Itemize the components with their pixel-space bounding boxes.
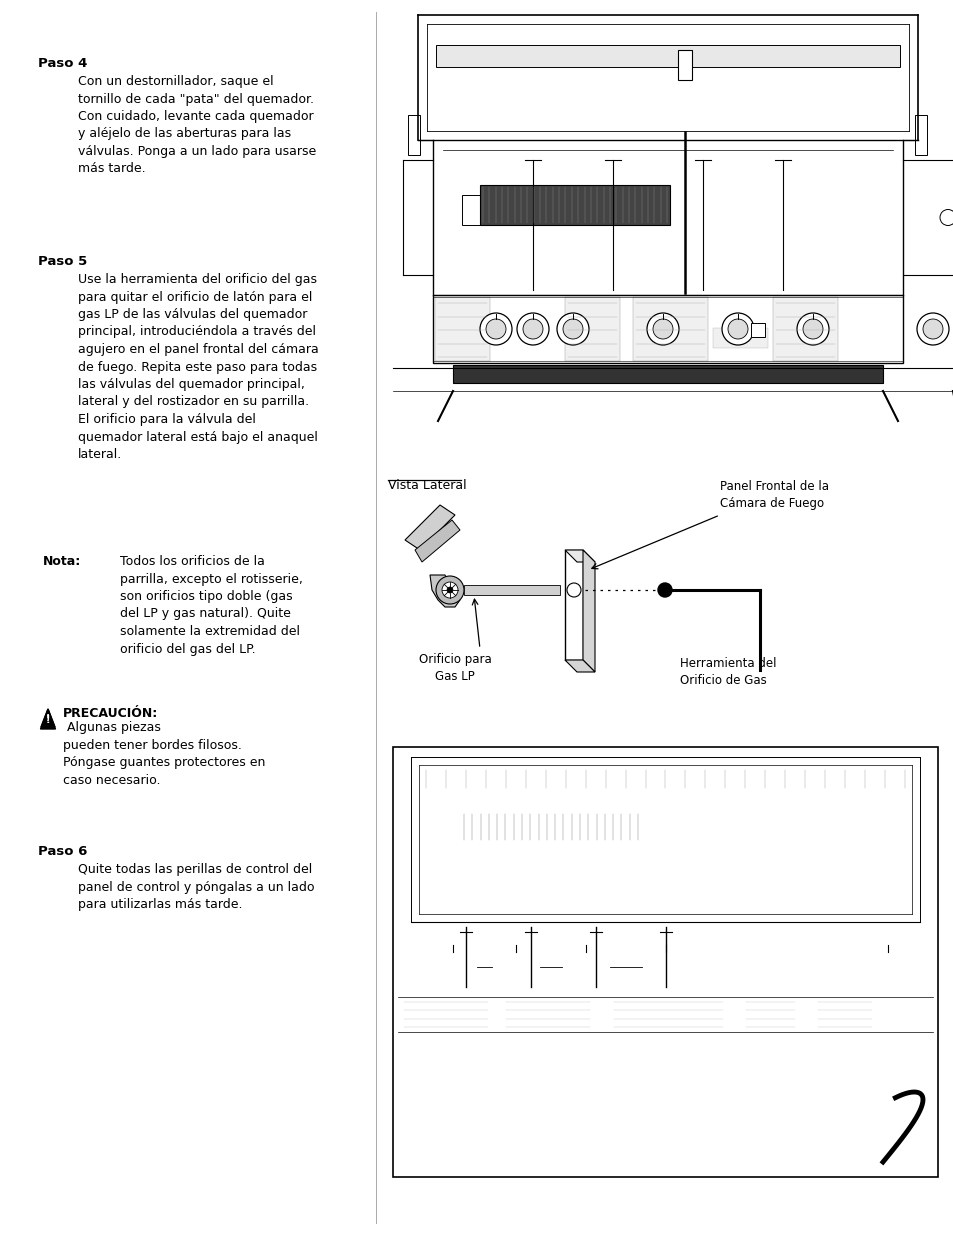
Circle shape <box>923 319 942 338</box>
Bar <box>463 585 559 595</box>
Bar <box>408 115 419 156</box>
Circle shape <box>522 319 542 338</box>
Circle shape <box>650 952 680 982</box>
Polygon shape <box>564 659 595 672</box>
Circle shape <box>429 944 476 990</box>
Circle shape <box>918 953 934 969</box>
Text: !: ! <box>46 714 50 724</box>
Circle shape <box>447 587 453 593</box>
Circle shape <box>485 319 505 338</box>
Polygon shape <box>430 576 459 606</box>
Circle shape <box>863 944 911 990</box>
Bar <box>712 329 767 348</box>
Circle shape <box>571 952 600 982</box>
Bar <box>727 1010 740 1023</box>
Circle shape <box>443 1005 461 1024</box>
Circle shape <box>779 1005 796 1024</box>
Bar <box>422 769 907 789</box>
Text: Paso 4: Paso 4 <box>38 57 88 70</box>
Bar <box>433 295 902 363</box>
Bar <box>750 324 764 337</box>
Circle shape <box>840 999 869 1030</box>
Circle shape <box>845 1005 863 1024</box>
Circle shape <box>646 312 679 345</box>
Circle shape <box>802 319 822 338</box>
Bar <box>564 550 582 659</box>
Circle shape <box>727 319 747 338</box>
Bar <box>702 1009 732 1024</box>
Bar <box>633 296 707 361</box>
Text: Paso 5: Paso 5 <box>38 254 87 268</box>
Bar <box>461 195 479 225</box>
Bar <box>428 1123 772 1152</box>
Bar <box>502 999 593 1030</box>
Polygon shape <box>415 520 459 562</box>
Bar <box>428 1123 772 1152</box>
Bar <box>453 366 882 383</box>
Circle shape <box>872 952 902 982</box>
Bar <box>440 814 460 842</box>
Bar <box>393 747 937 1177</box>
Polygon shape <box>40 709 55 729</box>
Circle shape <box>557 312 588 345</box>
Circle shape <box>479 312 512 345</box>
Circle shape <box>492 944 539 990</box>
Polygon shape <box>41 709 55 727</box>
Circle shape <box>643 1005 661 1024</box>
Circle shape <box>638 999 667 1030</box>
Circle shape <box>652 319 672 338</box>
Bar <box>772 296 837 361</box>
Polygon shape <box>564 550 595 562</box>
Circle shape <box>916 312 948 345</box>
Bar <box>400 999 491 1030</box>
Bar <box>435 296 490 361</box>
Circle shape <box>437 999 468 1030</box>
Bar <box>742 999 797 1030</box>
Circle shape <box>939 210 953 226</box>
Bar <box>436 44 899 67</box>
Circle shape <box>658 583 671 597</box>
Bar <box>924 927 927 997</box>
Polygon shape <box>582 550 595 672</box>
Circle shape <box>566 583 580 597</box>
Circle shape <box>562 319 582 338</box>
Bar <box>564 296 619 361</box>
Text: Todos los orificios de la
parrilla, excepto el rotisserie,
son orificios tipo do: Todos los orificios de la parrilla, exce… <box>120 555 302 656</box>
Bar <box>914 115 926 156</box>
Text: Panel Frontal de la
Cámara de Fuego: Panel Frontal de la Cámara de Fuego <box>720 480 828 510</box>
Bar <box>678 49 691 80</box>
Text: Vista Lateral: Vista Lateral <box>388 479 466 492</box>
Circle shape <box>537 999 567 1030</box>
Circle shape <box>561 944 609 990</box>
Bar <box>460 811 640 842</box>
Circle shape <box>796 312 828 345</box>
Text: Con un destornillador, saque el
tornillo de cada "pata" del quemador.
Con cuidad: Con un destornillador, saque el tornillo… <box>78 75 315 175</box>
Text: Use la herramienta del orificio del gas
para quitar el orificio de latón para el: Use la herramienta del orificio del gas … <box>78 273 318 461</box>
Circle shape <box>500 952 531 982</box>
Circle shape <box>543 1005 561 1024</box>
Text: PRECAUCIÓN:: PRECAUCIÓN: <box>63 706 158 720</box>
Circle shape <box>721 312 753 345</box>
Circle shape <box>772 999 802 1030</box>
Circle shape <box>437 952 468 982</box>
Bar <box>610 999 725 1030</box>
Circle shape <box>641 944 689 990</box>
Text: Quite todas las perillas de control del
panel de control y póngalas a un lado
pa: Quite todas las perillas de control del … <box>78 863 314 911</box>
Text: Nota:: Nota: <box>43 555 81 568</box>
Circle shape <box>441 582 457 598</box>
Bar <box>814 999 874 1030</box>
Circle shape <box>436 576 463 604</box>
Circle shape <box>517 312 548 345</box>
Text: Algunas piezas
pueden tener bordes filosos.
Póngase guantes protectores en
caso : Algunas piezas pueden tener bordes filos… <box>63 721 265 787</box>
Text: Herramienta del
Orificio de Gas: Herramienta del Orificio de Gas <box>679 657 776 687</box>
Bar <box>397 897 413 952</box>
Text: !: ! <box>46 715 51 725</box>
Bar <box>479 185 669 225</box>
Text: Orificio para
Gas LP: Orificio para Gas LP <box>418 653 491 683</box>
Polygon shape <box>405 505 455 550</box>
Text: Paso 6: Paso 6 <box>38 845 88 858</box>
